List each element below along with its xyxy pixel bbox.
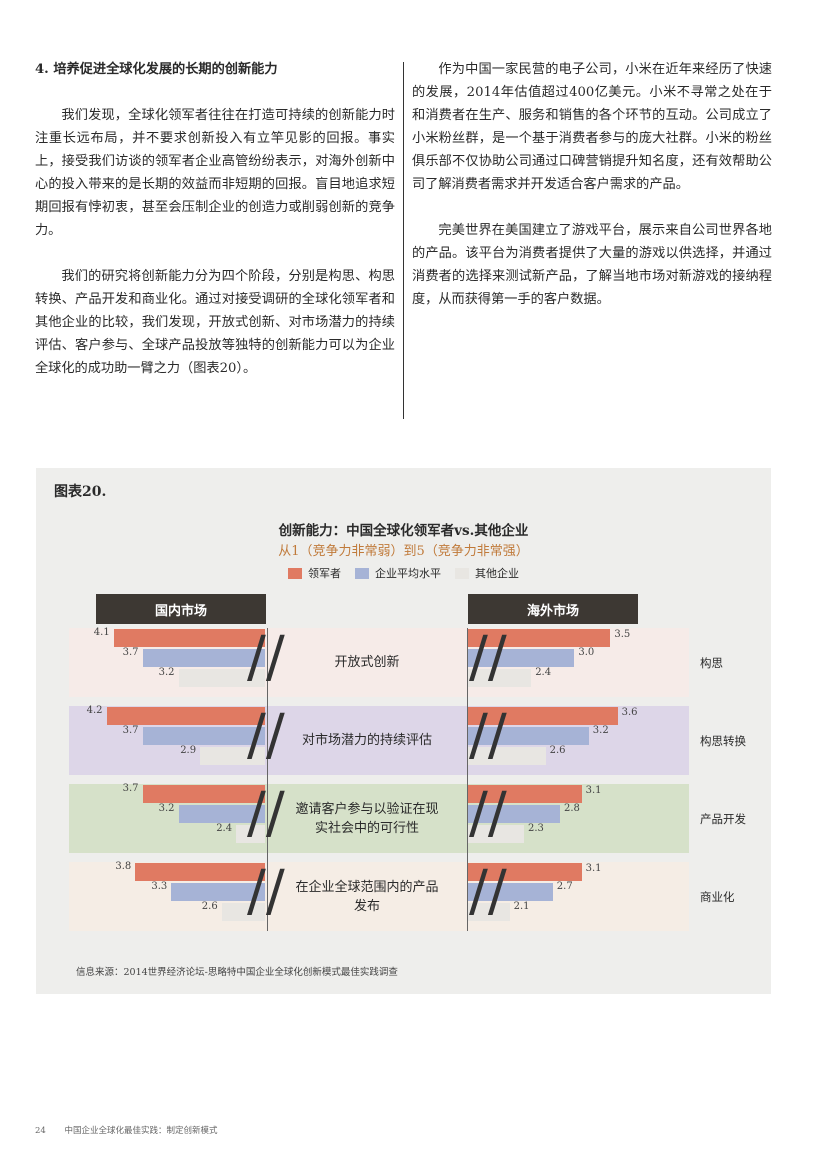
value-label: 3.1 <box>585 785 602 796</box>
axis-break-mark: // <box>247 781 285 846</box>
axis-line-domestic <box>267 628 268 931</box>
chart-subtitle: 从1（竞争力非常弱）到5（竞争力非常强） <box>278 544 529 559</box>
legend-label: 企业平均水平 <box>375 567 441 580</box>
source-note: 信息来源：2014世界经济论坛-思略特中国企业全球化创新模式最佳实践调查 <box>76 967 398 978</box>
value-label: 4.2 <box>86 705 103 716</box>
page-footer: 24 中国企业全球化最佳实践：制定创新模式 <box>35 1124 234 1136</box>
value-label: 2.1 <box>513 901 530 912</box>
right-column: 作为中国一家民营的电子公司，小米在近年来经历了快速的发展，2014年估值超过40… <box>412 58 772 311</box>
value-label: 3.5 <box>614 629 631 640</box>
legend-swatch <box>355 567 369 579</box>
left-column: 4. 培养促进全球化发展的长期的创新能力 我们发现，全球化领军者往往在打造可持续… <box>35 58 395 380</box>
bar-domestic <box>236 825 265 843</box>
value-label: 3.0 <box>578 647 595 658</box>
value-label: 3.2 <box>158 667 175 678</box>
figure-label: 图表20. <box>54 484 107 500</box>
panel-header-overseas: 海外市场 <box>468 594 638 624</box>
section-title: 4. 培养促进全球化发展的长期的创新能力 <box>35 62 278 77</box>
bar-domestic <box>200 747 265 765</box>
bar-domestic <box>142 649 265 667</box>
chart-title: 创新能力：中国全球化领军者vs.其他企业 <box>278 523 529 539</box>
bar-overseas <box>468 727 589 745</box>
value-label: 3.3 <box>151 881 168 892</box>
value-label: 3.2 <box>592 725 609 736</box>
bar-overseas <box>468 805 560 823</box>
value-label: 2.3 <box>528 823 544 834</box>
bar-domestic <box>178 669 265 687</box>
bar-domestic <box>221 903 265 921</box>
axis-break-mark: // <box>247 625 285 690</box>
page-number: 24 <box>35 1126 46 1136</box>
bar-overseas <box>468 649 575 667</box>
category-label: 在企业全球范围内的产品发布 <box>295 879 439 914</box>
bar-overseas <box>468 747 546 765</box>
value-label: 2.6 <box>549 745 566 756</box>
stage-label: 构思转换 <box>700 733 746 748</box>
legend-item: 领军者 <box>288 565 341 581</box>
category-label: 对市场潜力的持续评估 <box>301 733 432 748</box>
bar-domestic <box>142 785 265 803</box>
value-label: 2.6 <box>201 901 218 912</box>
paragraph: 作为中国一家民营的电子公司，小米在近年来经历了快速的发展，2014年估值超过40… <box>412 62 772 192</box>
legend-item: 其他企业 <box>455 565 519 581</box>
bar-overseas <box>468 785 582 803</box>
stage-label: 构思 <box>700 655 723 670</box>
value-label: 2.8 <box>564 803 580 814</box>
paragraph: 完美世界在美国建立了游戏平台，展示来自公司世界各地的产品。该平台为消费者提供了大… <box>412 223 772 307</box>
legend: 领军者 企业平均水平 其他企业 <box>36 565 771 581</box>
value-label: 3.2 <box>158 803 175 814</box>
value-label: 4.1 <box>93 627 110 638</box>
value-label: 2.4 <box>216 823 233 834</box>
bar-domestic <box>113 629 265 647</box>
stage-label: 商业化 <box>700 889 735 904</box>
axis-break-mark: // <box>247 859 285 924</box>
bar-overseas <box>468 707 618 725</box>
value-label: 3.8 <box>115 861 132 872</box>
bar-domestic <box>135 863 265 881</box>
bar-overseas <box>468 669 532 687</box>
category-label: 开放式创新 <box>334 655 400 670</box>
footer-text: 中国企业全球化最佳实践：制定创新模式 <box>64 1126 218 1136</box>
value-label: 3.7 <box>122 725 139 736</box>
value-label: 2.7 <box>556 881 573 892</box>
axis-line-overseas <box>467 628 468 931</box>
axis-break-mark: // <box>469 703 507 768</box>
bar-overseas <box>468 883 553 901</box>
legend-label: 领军者 <box>308 567 341 580</box>
bar-overseas <box>468 629 611 647</box>
legend-swatch <box>288 567 302 579</box>
figure-panel: 图表20. 创新能力：中国全球化领军者vs.其他企业 从1（竞争力非常弱）到5（… <box>36 468 771 994</box>
axis-break-mark: // <box>247 703 285 768</box>
value-label: 2.9 <box>180 745 197 756</box>
legend-item: 企业平均水平 <box>355 565 441 581</box>
bar-domestic <box>106 707 265 725</box>
value-label: 3.7 <box>122 647 139 658</box>
bar-overseas <box>468 903 510 921</box>
bar-domestic <box>178 805 265 823</box>
legend-swatch <box>455 567 469 579</box>
axis-break-mark: // <box>469 859 507 924</box>
value-label: 3.6 <box>621 707 638 718</box>
value-label: 3.1 <box>585 863 602 874</box>
value-label: 2.4 <box>535 667 552 678</box>
value-label: 3.7 <box>122 783 139 794</box>
bar-overseas <box>468 825 524 843</box>
panel-header-domestic: 国内市场 <box>96 594 266 624</box>
axis-break-mark: // <box>469 625 507 690</box>
stage-label: 产品开发 <box>700 811 746 826</box>
bar-domestic <box>171 883 265 901</box>
category-label: 邀请客户参与以验证在现实社会中的可行性 <box>295 801 439 836</box>
axis-break-mark: // <box>469 781 507 846</box>
legend-label: 其他企业 <box>475 567 519 580</box>
bar-overseas <box>468 863 582 881</box>
bar-domestic <box>142 727 265 745</box>
paragraph: 我们的研究将创新能力分为四个阶段，分别是构思、构思转换、产品开发和商业化。通过对… <box>35 269 395 376</box>
column-divider <box>403 62 404 419</box>
paragraph: 我们发现，全球化领军者往往在打造可持续的创新能力时注重长远布局，并不要求创新投入… <box>35 108 395 238</box>
